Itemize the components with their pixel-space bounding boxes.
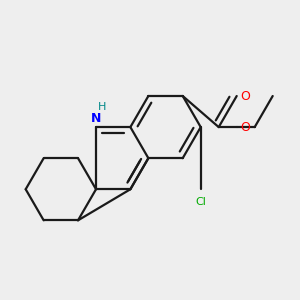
Text: H: H — [98, 103, 107, 112]
Text: O: O — [241, 89, 250, 103]
Text: Cl: Cl — [195, 197, 206, 207]
Text: O: O — [241, 121, 250, 134]
Text: N: N — [91, 112, 101, 125]
